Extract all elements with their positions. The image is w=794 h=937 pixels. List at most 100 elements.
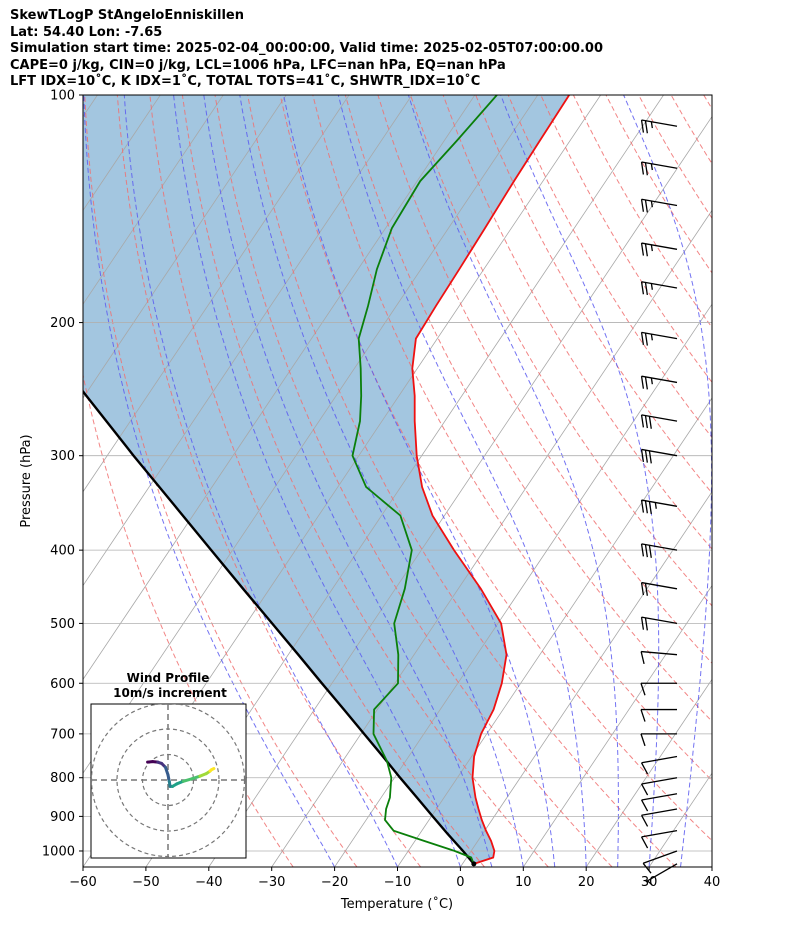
x-tick-label: −40 [195, 875, 222, 890]
moist-adiabat-line [173, 95, 461, 867]
isotherm-line [334, 303, 712, 867]
dry-adiabat-line [149, 95, 485, 867]
wind-barb [640, 242, 678, 257]
y-axis-label: Pressure (hPa) [19, 434, 34, 527]
moist-adiabat-line [203, 95, 493, 867]
isotherm-line [397, 397, 712, 867]
isotherm-line [83, 95, 224, 305]
cape-line: CAPE=0 j/kg, CIN=0 j/kg, LCL=1006 hPa, L… [10, 57, 506, 73]
dry-adiabat-line [84, 95, 358, 867]
dry-adiabat-line [507, 95, 712, 439]
wind-barb [645, 863, 678, 886]
wind-barb [640, 161, 678, 176]
temperature-line [411, 95, 570, 865]
wind-barb [640, 650, 678, 665]
wind-barb [640, 198, 678, 213]
simulation-time-line: Simulation start time: 2025-02-04_00:00:… [10, 41, 603, 56]
wind-barb [640, 331, 678, 346]
cape-cin-shading [83, 95, 570, 864]
wind-barb [640, 808, 678, 827]
isotherm-line [83, 95, 476, 681]
y-tick-label: 600 [50, 677, 75, 692]
moist-adiabat-line [83, 95, 336, 867]
wind-barb [640, 708, 677, 722]
dry-adiabat-line [312, 95, 712, 782]
dry-adiabat-line [769, 95, 794, 867]
y-tick-label: 300 [50, 449, 75, 464]
wind-barb [640, 733, 677, 747]
dry-adiabat-line [572, 95, 712, 329]
dry-adiabat-line [247, 95, 677, 867]
dry-adiabat-line [181, 95, 549, 867]
parcel-profile-line [83, 389, 475, 865]
y-tick-label: 1000 [42, 844, 75, 859]
axis-ticks: −60−50−40−30−20−100102030401002003004005… [42, 89, 720, 891]
moist-adiabat-line [623, 95, 712, 867]
dry-adiabat-line [703, 95, 712, 110]
x-tick-label: 20 [578, 875, 595, 890]
isotherm-line [271, 209, 712, 867]
wind-barb [640, 499, 678, 515]
dewpoint-line [351, 95, 498, 865]
chart-title: SkewTLogP StAngeloEnniskillen [10, 8, 244, 23]
wind-barb [642, 850, 678, 874]
y-tick-label: 500 [50, 617, 75, 632]
moist-adiabat-line [283, 95, 556, 867]
dry-adiabat-line [736, 95, 794, 867]
isotherm-line [460, 491, 712, 867]
wind-barb [640, 543, 678, 558]
hodograph-inset: Wind Profile 10m/s increment [90, 671, 247, 859]
isotherm-line [208, 115, 712, 867]
dry-adiabat-line [83, 372, 294, 867]
y-tick-label: 900 [50, 810, 75, 825]
chart-header: SkewTLogP StAngeloEnniskillen Lat: 54.40… [10, 8, 603, 91]
wind-barb [640, 448, 678, 464]
wind-barb [640, 830, 678, 849]
wind-barb [640, 755, 678, 775]
x-tick-label: 40 [704, 875, 721, 890]
dry-adiabat-line [605, 95, 712, 274]
dry-adiabat-line [540, 95, 712, 384]
isotherm-line [711, 866, 712, 867]
wind-barb [640, 793, 678, 812]
dry-adiabat-line [116, 95, 422, 867]
y-tick-label: 100 [50, 89, 75, 104]
isotherm-line [585, 678, 712, 867]
hodograph-title: Wind Profile [127, 671, 210, 685]
wind-barb [640, 119, 678, 134]
dry-adiabat-line [638, 95, 712, 220]
y-tick-label: 800 [50, 771, 75, 786]
y-tick-label: 400 [50, 544, 75, 559]
dry-adiabat-line [214, 95, 613, 867]
isotherm-line [522, 584, 712, 867]
wind-barb [640, 777, 678, 796]
x-axis-label: Temperature (˚C) [340, 896, 453, 912]
hodograph-segment [209, 767, 216, 772]
dry-adiabat-line [442, 95, 712, 550]
dry-adiabat-line [410, 95, 712, 607]
x-tick-label: −20 [321, 875, 348, 890]
wind-barb [640, 414, 678, 429]
x-tick-label: −50 [132, 875, 159, 890]
x-tick-label: −30 [258, 875, 285, 890]
wind-barb [640, 616, 678, 631]
hodograph-subtitle: 10m/s increment [113, 686, 227, 700]
wind-barb [640, 375, 678, 390]
isotherm-line [83, 95, 287, 399]
hodograph-segment [181, 777, 194, 783]
moist-adiabat-line [123, 95, 398, 867]
dry-adiabat-line [279, 95, 712, 842]
y-tick-label: 700 [50, 727, 75, 742]
indices-line: LFT IDX=10˚C, K IDX=1˚C, TOTAL TOTS=41˚C… [10, 74, 481, 89]
moist-adiabat-line [337, 95, 587, 867]
x-tick-label: −10 [384, 875, 411, 890]
dry-adiabat-line [344, 95, 712, 723]
location-line: Lat: 54.40 Lon: -7.65 [10, 24, 163, 40]
wind-barbs [640, 119, 678, 886]
y-tick-label: 200 [50, 316, 75, 331]
x-tick-label: 0 [456, 875, 464, 890]
dry-adiabat-line [670, 95, 712, 165]
isotherm-line [83, 95, 350, 493]
wind-barb [640, 281, 678, 296]
